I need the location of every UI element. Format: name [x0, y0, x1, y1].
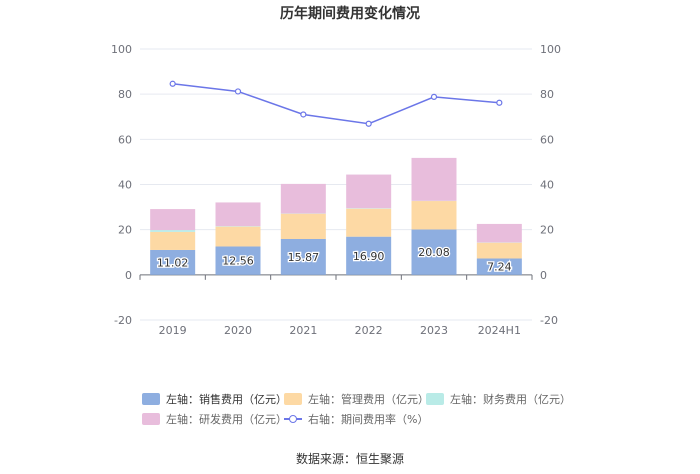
chart-title: 历年期间费用变化情况: [280, 6, 420, 22]
bar-admin: [150, 231, 196, 250]
x-tick-label: 2023: [420, 324, 448, 337]
bar-sales: [150, 249, 196, 275]
bar-admin: [280, 213, 326, 239]
right-y-tick-label: 100: [540, 43, 561, 56]
x-tick-label: 2020: [224, 324, 252, 337]
right-y-tick-label: 20: [540, 224, 554, 237]
right-y-tick-label: 0: [540, 269, 547, 282]
bar-rnd: [280, 183, 326, 214]
legend-item-rnd[interactable]: 左轴：研发费用（亿元）: [142, 411, 287, 427]
left-y-tick-label: 20: [118, 224, 132, 237]
data-label-sales: 15.87: [288, 251, 320, 264]
legend-item-expense-ratio[interactable]: 右轴：期间费用率（%）: [284, 411, 428, 427]
legend-label-rnd: 左轴：研发费用（亿元）: [166, 413, 287, 426]
bar-rnd: [476, 223, 522, 243]
line-point-expense-ratio: [430, 93, 438, 100]
left-y-tick-label: 0: [125, 269, 132, 282]
x-tick-label: 2024H1: [478, 324, 521, 337]
legend-label-expense-ratio: 右轴：期间费用率（%）: [308, 413, 429, 426]
left-y-tick-label: -20: [114, 314, 132, 327]
legend-label-admin: 左轴：管理费用（亿元）: [308, 393, 429, 406]
legend-item-sales[interactable]: 左轴：销售费用（亿元）: [142, 391, 287, 407]
left-y-tick-label: 80: [118, 88, 132, 101]
bar-rnd: [215, 202, 261, 227]
x-tick-label: 2021: [289, 324, 317, 337]
data-label-sales: 12.56: [222, 255, 254, 268]
bar-sales: [215, 246, 261, 275]
bar-sales: [280, 238, 326, 275]
data-source: 数据来源：恒生聚源: [295, 452, 404, 466]
x-tick-label: 2022: [355, 324, 383, 337]
bar-admin: [215, 226, 261, 247]
bar-admin: [411, 201, 457, 230]
left-y-tick-label: 60: [118, 133, 132, 146]
bar-rnd: [150, 209, 196, 231]
legend-item-admin[interactable]: 左轴：管理费用（亿元）: [284, 391, 429, 407]
line-point-expense-ratio: [300, 111, 307, 118]
bar-admin: [476, 242, 522, 259]
right-y-tick-label: 80: [540, 88, 554, 101]
bar-rnd: [411, 157, 457, 201]
x-tick-label: 2019: [159, 324, 187, 337]
left-y-tick-label: 100: [111, 43, 132, 56]
legend-item-finance[interactable]: 左轴：财务费用（亿元）: [426, 391, 571, 407]
bar-rnd: [346, 174, 392, 209]
line-expense-ratio: [172, 83, 500, 125]
right-y-tick-label: -20: [540, 314, 558, 327]
bar-sales: [346, 236, 392, 275]
data-label-sales: 16.90: [353, 250, 385, 263]
legend-label-finance: 左轴：财务费用（亿元）: [450, 393, 571, 406]
bar-finance: [150, 230, 196, 232]
legend-swatch-rnd: [142, 413, 160, 425]
right-y-tick-label: 40: [540, 179, 554, 192]
legend-swatch-sales: [142, 393, 160, 405]
bar-admin: [346, 208, 392, 237]
line-point-expense-ratio: [496, 99, 503, 106]
chart-canvas: -20 0 20 40 60 80 100 -20 0 20 40 60 80 100 2019 2020 20…: [111, 43, 561, 337]
line-point-expense-ratio: [234, 88, 242, 95]
data-label-sales: 20.08: [418, 246, 450, 259]
data-label-sales: 11.02: [157, 256, 189, 269]
line-point-expense-ratio: [169, 80, 176, 87]
right-y-tick-label: 60: [540, 133, 554, 146]
legend-line-icon: [284, 413, 302, 425]
legend-label-sales: 左轴：销售费用（亿元）: [166, 393, 287, 406]
legend-swatch-finance: [426, 393, 444, 405]
line-point-expense-ratio: [365, 120, 372, 127]
bar-sales: [411, 229, 457, 275]
data-label-sales: 7.24: [487, 261, 512, 274]
left-y-tick-label: 40: [118, 179, 132, 192]
bar-sales: [476, 258, 522, 275]
legend-swatch-admin: [284, 393, 302, 405]
